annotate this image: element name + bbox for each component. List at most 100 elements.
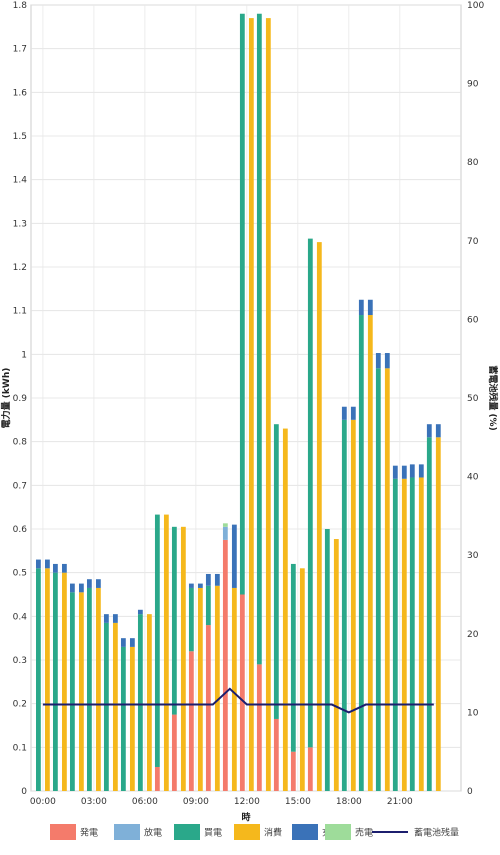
bar-segment [418, 464, 424, 478]
legend-swatch [325, 824, 351, 840]
bar-segment [137, 609, 143, 615]
legend-label: 消費 [264, 827, 282, 839]
battery-line [42, 687, 434, 714]
bar-segment [86, 579, 92, 588]
bar-segment [129, 646, 135, 791]
y2-tick-label: 20 [467, 630, 479, 640]
bar-segment [401, 465, 407, 479]
bar-segment [61, 572, 67, 791]
bar-segment [146, 614, 152, 791]
bar-segment [120, 646, 126, 791]
y-tick-label: 0.5 [13, 569, 27, 579]
x-tick-label: 12:00 [234, 797, 260, 807]
bar-segment [324, 529, 330, 791]
y-tick-label: 0.1 [13, 743, 27, 753]
bar-segment [375, 368, 381, 791]
bar-segment [409, 477, 415, 791]
y-tick-label: 1 [21, 350, 27, 360]
y-tick-label: 0.7 [13, 481, 27, 491]
bar-segment [239, 13, 245, 595]
bar-segment [392, 478, 398, 791]
bar-segment [299, 568, 305, 791]
y2-tick-label: 30 [467, 551, 479, 561]
bar-segment [69, 592, 75, 791]
y-tick-label: 0.8 [13, 438, 28, 448]
bar-segment [112, 614, 118, 623]
x-tick-label: 06:00 [132, 797, 158, 807]
bar-segment [52, 572, 58, 791]
bar-segment [265, 18, 271, 792]
bar-segment [129, 638, 135, 647]
bar-segment [120, 638, 126, 647]
bar-segment [341, 406, 347, 420]
bar-segment [409, 464, 415, 478]
bar-segment [171, 714, 177, 791]
bar-segment [341, 419, 347, 791]
bar-segment [35, 568, 41, 791]
y2-tick-label: 50 [467, 394, 479, 404]
bar-segment [180, 526, 186, 791]
bar-segment [350, 419, 356, 791]
legend-label: 売電 [355, 827, 373, 839]
bar-segment [44, 559, 50, 569]
bar-segment [95, 587, 101, 791]
bar-segment [426, 424, 432, 438]
x-tick-label: 03:00 [81, 797, 107, 807]
bar-segment [205, 585, 211, 626]
y-tick-label: 1.3 [13, 219, 27, 229]
x-tick-label: 21:00 [387, 797, 413, 807]
y-tick-label: 1.7 [13, 45, 27, 55]
bar-segment [197, 587, 203, 791]
bar-segment [205, 625, 211, 791]
bar-segment [137, 614, 143, 791]
bar-segment [95, 579, 101, 588]
bar-segment [103, 614, 109, 623]
bar-segment [384, 368, 390, 791]
y2-tick-label: 80 [467, 158, 479, 168]
bar-segment [112, 622, 118, 791]
bar-segment [248, 18, 254, 792]
bar-segment [205, 573, 211, 586]
y-tick-label: 0.3 [13, 656, 27, 666]
y-tick-label: 1.1 [13, 307, 27, 317]
bar-segment [188, 587, 194, 652]
bar-segment [171, 526, 177, 715]
y-tick-label: 1.8 [13, 1, 28, 11]
y-tick-label: 0.6 [13, 525, 28, 535]
bar-segment [35, 559, 41, 569]
bar-segment [375, 353, 381, 369]
bar-segment [163, 514, 169, 791]
bar-segment [52, 563, 58, 573]
bar-segment [426, 437, 432, 791]
y-tick-label: 1.2 [13, 263, 27, 273]
x-tick-label: 00:00 [30, 797, 56, 807]
bar-segment [384, 353, 390, 369]
bar-segment [367, 299, 373, 316]
bar-segment [367, 315, 373, 791]
bar-segment [316, 242, 322, 792]
bar-segment [188, 583, 194, 588]
x-tick-label: 15:00 [285, 797, 311, 807]
y-tick-label: 1.4 [13, 176, 28, 186]
bar-segment [290, 751, 296, 791]
legend-label: 蓄電池残量 [414, 827, 459, 839]
bar-segment [197, 583, 203, 588]
bar-segment [358, 315, 364, 791]
legend-label: 放電 [144, 827, 162, 839]
bar-segment [333, 539, 339, 791]
bar-segment [222, 539, 228, 791]
bar-segment [273, 424, 279, 719]
legend-swatch [50, 824, 76, 840]
bar-segment [435, 424, 441, 438]
bar-segment [222, 526, 228, 540]
legend-swatch [114, 824, 140, 840]
bar-segment [86, 587, 92, 791]
bar-segment [256, 13, 262, 665]
bar-segment [307, 747, 313, 791]
bar-segment [214, 573, 220, 586]
bar-segment [154, 514, 160, 767]
bar-segment [61, 563, 67, 573]
bar-segment [78, 592, 84, 791]
bar-segment [231, 587, 237, 791]
